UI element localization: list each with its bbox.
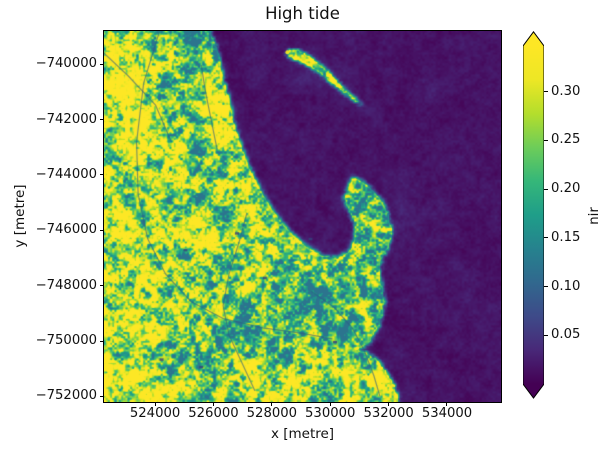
colorbar [523, 31, 544, 399]
x-tick-mark [154, 402, 156, 406]
x-tick-mark [271, 402, 273, 406]
y-tick-mark [99, 63, 103, 65]
colorbar-tick-mark [544, 286, 548, 288]
y-tick-mark [99, 174, 103, 176]
y-tick-mark [99, 340, 103, 342]
colorbar-tick-mark [544, 139, 548, 141]
x-tick-mark [212, 402, 214, 406]
colorbar-gradient [523, 31, 544, 399]
colorbar-label: nir [586, 207, 602, 225]
x-axis-label: x [metre] [270, 426, 335, 442]
colorbar-tick-label: 0.20 [551, 181, 581, 197]
colorbar-tick-mark [544, 188, 548, 190]
y-tick-label: −752000 [35, 388, 97, 404]
x-tick-label: 530000 [305, 406, 356, 421]
plot-title: High tide [265, 4, 340, 23]
y-axis-label: y [metre] [12, 184, 28, 248]
x-tick-label: 534000 [421, 406, 473, 421]
y-tick-mark [99, 285, 103, 287]
y-tick-mark [99, 395, 103, 397]
x-tick-mark [388, 402, 390, 406]
x-tick-mark [446, 402, 448, 406]
colorbar-tick-mark [544, 91, 548, 93]
y-tick-label: −748000 [35, 277, 97, 293]
colorbar-tick-label: 0.25 [551, 132, 581, 148]
y-tick-label: −750000 [35, 333, 97, 349]
y-tick-mark [99, 229, 103, 231]
colorbar-tick-mark [544, 334, 548, 336]
satellite-raster-canvas [104, 31, 501, 402]
x-tick-label: 528000 [246, 406, 298, 421]
y-tick-label: −742000 [35, 111, 97, 127]
y-tick-label: −746000 [35, 222, 97, 238]
plot-area [103, 30, 502, 403]
colorbar-tick-label: 0.10 [551, 278, 581, 294]
x-tick-label: 524000 [129, 406, 181, 421]
colorbar-tick-label: 0.15 [551, 229, 581, 245]
colorbar-tick-label: 0.30 [551, 83, 581, 99]
x-tick-label: 526000 [188, 406, 239, 421]
colorbar-tick-mark [544, 237, 548, 239]
y-tick-label: −740000 [35, 56, 97, 72]
y-tick-label: −744000 [35, 166, 97, 182]
x-tick-mark [329, 402, 331, 406]
colorbar-tick-label: 0.05 [551, 327, 581, 343]
x-tick-label: 532000 [363, 406, 414, 421]
y-tick-mark [99, 119, 103, 121]
